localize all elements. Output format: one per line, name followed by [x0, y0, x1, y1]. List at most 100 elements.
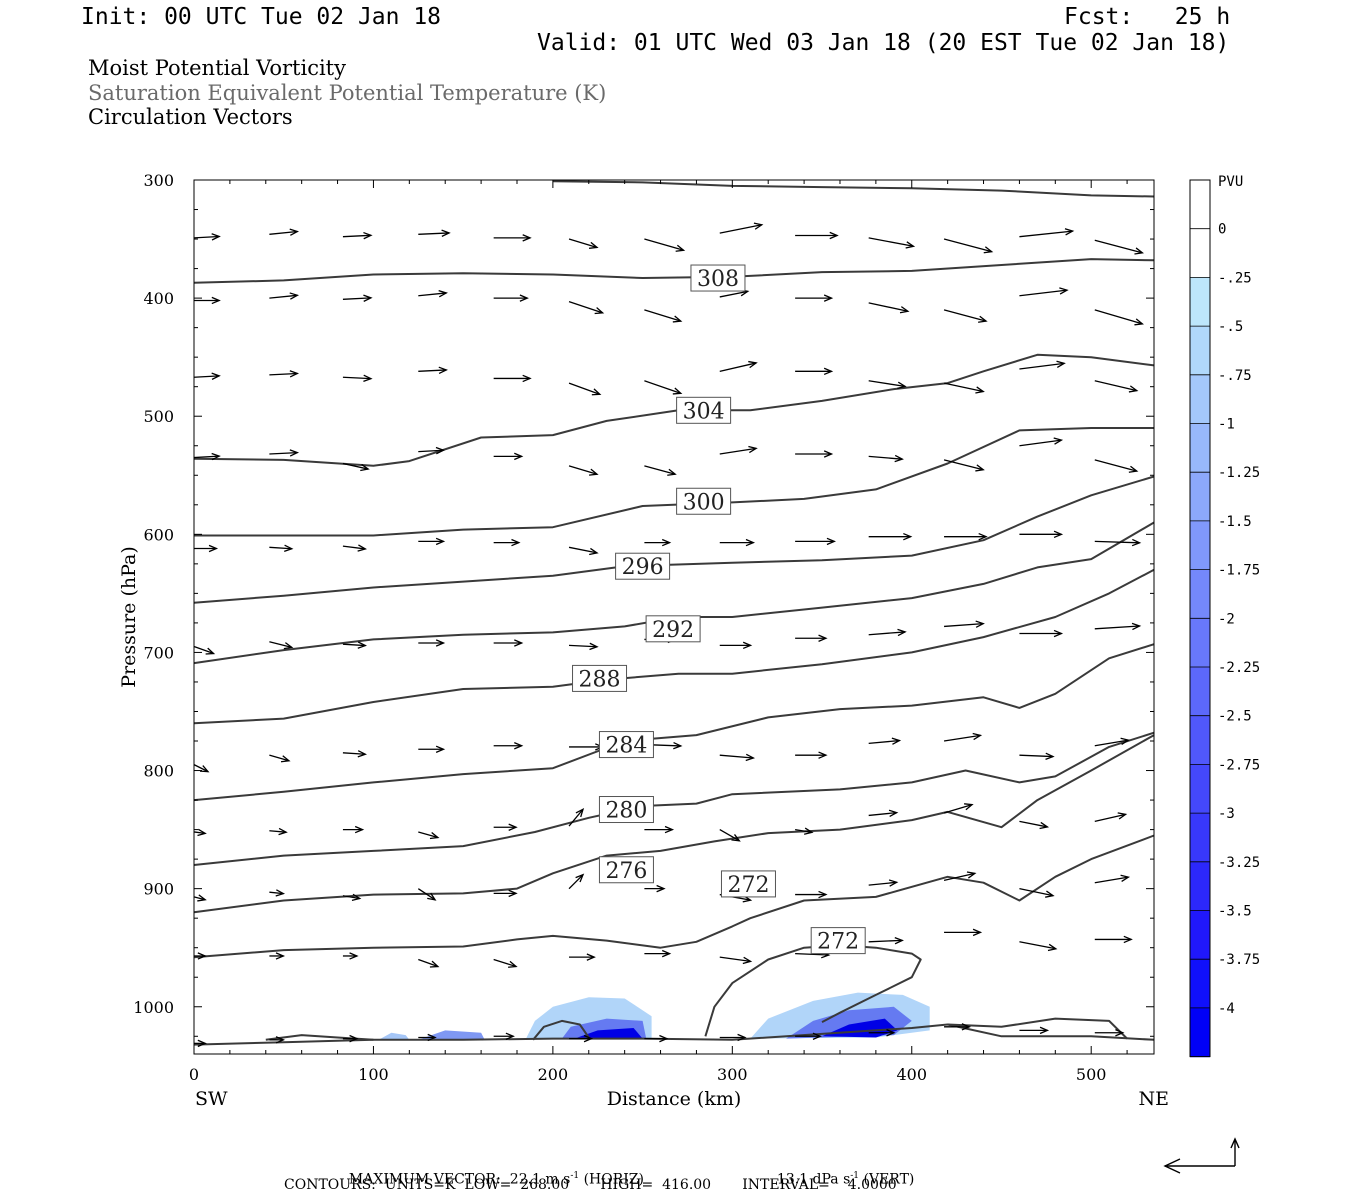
- y-tick-label: 800: [143, 762, 174, 781]
- reference-vector-icon: [1163, 1137, 1240, 1174]
- circulation-vector: [269, 370, 300, 378]
- y-tick-label: 400: [143, 289, 174, 308]
- y-tick-label: 500: [143, 407, 174, 426]
- colorbar-swatch: [1190, 1007, 1210, 1058]
- circulation-vector: [269, 228, 300, 236]
- circulation-vector: [418, 831, 440, 840]
- horiz-label: (HORIZ): [583, 1171, 644, 1188]
- max-vector-vert: 13.1 dPa s-1 (VERT): [776, 1171, 915, 1188]
- colorbar-label: -.75: [1218, 368, 1252, 384]
- contour-label: 280: [598, 796, 654, 824]
- theta-contour-4: [193, 475, 1155, 604]
- svg-text:300: 300: [683, 490, 725, 515]
- colorbar-label: -1.75: [1218, 563, 1260, 579]
- circulation-vector: [1019, 287, 1069, 297]
- circulation-vector: [644, 538, 672, 547]
- colorbar-swatch: [1190, 667, 1210, 717]
- circulation-vector: [493, 374, 532, 383]
- theta-contour-7: [193, 643, 1155, 802]
- y-tick-label: 600: [143, 525, 174, 544]
- circulation-vector: [719, 641, 753, 650]
- circulation-vector: [342, 544, 367, 552]
- circulation-vector: [493, 958, 518, 968]
- circulation-vector: [868, 380, 907, 389]
- colorbar-swatch: [1190, 472, 1210, 522]
- colorbar-swatch: [1190, 228, 1210, 278]
- colorbar-swatch: [1190, 520, 1210, 571]
- circulation-vector: [418, 366, 448, 374]
- svg-text:296: 296: [622, 555, 664, 580]
- circulation-vector: [719, 445, 758, 455]
- circulation-vector: [868, 454, 904, 463]
- circulation-vector: [868, 936, 904, 945]
- circulation-vector: [719, 222, 764, 234]
- y-tick-label: 700: [143, 643, 174, 662]
- circulation-vector: [193, 764, 210, 773]
- circulation-vector: [795, 751, 828, 759]
- circulation-vector: [568, 873, 585, 890]
- colorbar-swatch: [1190, 715, 1210, 765]
- theta-contour-11: [193, 1023, 1155, 1046]
- circulation-vector: [1094, 459, 1139, 473]
- circulation-vector: [342, 893, 362, 902]
- circulation-vector: [342, 825, 365, 834]
- circulation-vector: [644, 825, 675, 834]
- circulation-vector: [1019, 1026, 1050, 1035]
- circulation-vector: [418, 229, 451, 237]
- max-vector-prefix: MAXIMUM VECTOR: 22.1 m s: [348, 1171, 571, 1188]
- x-tick-label: 0: [189, 1065, 199, 1084]
- circulation-vector: [944, 1023, 971, 1031]
- init-time: Init: 00 UTC Tue 02 Jan 18: [81, 4, 442, 30]
- svg-text:288: 288: [579, 667, 621, 692]
- theta-contour-9: [193, 734, 1155, 914]
- y-tick-label: 1000: [133, 998, 174, 1017]
- pv-region-6: [378, 1032, 410, 1040]
- colorbar-title: PVU: [1218, 174, 1243, 190]
- contour-label: 288: [572, 664, 628, 692]
- circulation-vector: [269, 641, 294, 650]
- colorbar-label: -1.5: [1218, 514, 1252, 530]
- circulation-vector: [568, 301, 605, 315]
- theta-contour-5: [193, 521, 1155, 665]
- circulation-vector: [568, 465, 599, 476]
- circulation-vector: [1094, 309, 1144, 326]
- circulation-vector: [493, 823, 518, 831]
- circulation-vector: [193, 233, 221, 241]
- circulation-vector: [269, 449, 300, 457]
- colorbar: 0 -.25 -.5 -.75 -1 -1.25 -1.5 -1.75 -2 -2.25 -2.5 -…: [1189, 179, 1260, 1058]
- circulation-vector: [795, 634, 828, 642]
- circulation-vector: [943, 871, 977, 882]
- circulation-vector: [1094, 737, 1131, 747]
- circulation-vector: [269, 889, 286, 897]
- circulation-vector: [493, 639, 524, 647]
- circulation-vector: [568, 238, 599, 249]
- circulation-vector: [269, 952, 286, 960]
- circulation-vector: [943, 382, 985, 394]
- circulation-vector: [269, 544, 294, 552]
- circulation-vector: [644, 238, 686, 252]
- y-axis-label: Pressure (hPa): [118, 546, 140, 688]
- circulation-vector: [795, 294, 834, 302]
- circulation-vector: [1019, 820, 1050, 830]
- x-axis-right-label: NE: [1139, 1088, 1170, 1110]
- svg-text:304: 304: [683, 399, 725, 424]
- circulation-vector: [342, 641, 368, 649]
- circulation-vector: [943, 238, 994, 254]
- title-circulation: Circulation Vectors: [88, 105, 293, 129]
- svg-text:272: 272: [817, 930, 859, 955]
- vert-value: 13.1 dPa s: [776, 1171, 851, 1188]
- circulation-vector: [418, 1033, 437, 1042]
- colorbar-label: -4: [1218, 1001, 1235, 1017]
- vector-layer: [193, 222, 1144, 1048]
- x-axis-left-label: SW: [195, 1088, 228, 1110]
- circulation-vector: [644, 949, 672, 958]
- colorbar-swatch: [1190, 423, 1210, 473]
- circulation-vector: [269, 754, 291, 763]
- circulation-vector: [868, 302, 910, 314]
- circulation-vector: [342, 462, 370, 472]
- circulation-vector: [943, 459, 985, 472]
- colorbar-swatch: [1190, 569, 1210, 619]
- circulation-vector: [944, 532, 988, 541]
- circulation-vector: [493, 742, 524, 750]
- circulation-vector: [1019, 629, 1064, 638]
